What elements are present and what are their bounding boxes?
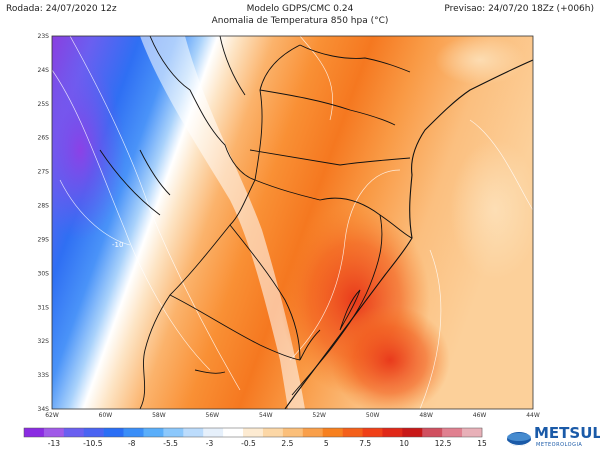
longitude-label: 48W: [419, 412, 433, 419]
colorbar-value-label: 7.5: [359, 439, 371, 448]
colorbar-swatch: [302, 428, 323, 437]
longitude-labels: 62W 60W 58W 56W 54W 52W 50W 48W 46W 44W: [45, 412, 540, 419]
latitude-label: 25S: [38, 101, 50, 108]
cold-core: [52, 60, 125, 240]
latitude-label: 31S: [38, 304, 50, 311]
warm-core-south: [330, 305, 450, 409]
colorbar-swatch: [462, 428, 483, 437]
colorbar-swatch: [382, 428, 403, 437]
colorbar-value-label: 10: [399, 439, 409, 448]
pale-region-east: [450, 140, 533, 280]
latitude-label: 30S: [38, 270, 50, 277]
colorbar-swatch: [262, 428, 284, 437]
colorbar-value-label: -13: [48, 439, 60, 448]
colorbar-swatch: [322, 428, 343, 437]
zero-anomaly-band: [140, 36, 305, 409]
colorbar-swatch: [223, 428, 244, 437]
logo-tagline: METEOROLOGIA: [536, 442, 583, 448]
colorbar-frame: [23, 427, 483, 438]
latitude-label: 32S: [38, 338, 50, 345]
colorbar-swatch: [243, 428, 264, 437]
longitude-label: 50W: [366, 412, 380, 419]
latitude-label: 26S: [38, 135, 50, 142]
pale-region-northeast: [435, 36, 525, 85]
colorbar-swatch: [63, 428, 85, 437]
colorbar-swatch: [163, 428, 184, 437]
colorbar-swatch: [103, 428, 124, 437]
latitude-label: 27S: [38, 169, 50, 176]
colorbar: [23, 427, 483, 438]
colorbar-swatch: [342, 428, 363, 437]
latitude-labels: 23S 24S 25S 26S 27S 28S 29S 30S 31S 32S 33S 34S: [38, 33, 50, 413]
longitude-label: 62W: [45, 412, 59, 419]
longitude-label: 56W: [206, 412, 220, 419]
latitude-label: 28S: [38, 203, 50, 210]
colorbar-value-label: 12.5: [435, 439, 452, 448]
forecast-time-label: Previsao: 24/07/20 18Zz (+006h): [444, 4, 594, 14]
colorbar-swatch: [362, 428, 383, 437]
colorbar-swatch: [123, 428, 144, 437]
colorbar-swatch: [43, 428, 65, 437]
colorbar-value-label: -3: [206, 439, 214, 448]
contour-lines: [52, 36, 533, 409]
map-title: Anomalia de Temperatura 850 hpa (°C): [211, 16, 389, 26]
colorbar-swatch: [402, 428, 423, 437]
colorbar-swatch: [24, 428, 45, 437]
colorbar-value-label: -0.5: [241, 439, 256, 448]
colorbar-swatch: [422, 428, 443, 437]
model-label: Modelo GDPS/CMC 0.24: [246, 4, 354, 14]
colorbar-swatch: [83, 428, 104, 437]
colorbar-swatch: [183, 428, 204, 437]
colorbar-value-label: 15: [477, 439, 487, 448]
colorbar-value-label: 2.5: [281, 439, 293, 448]
map-frame: [51, 35, 534, 410]
metsul-logo-icon: [506, 432, 532, 446]
colorbar-labels: -13 -10.5 -8 -5.5 -3 -0.5 2.5 5 7.5 10 12.5 15: [48, 439, 487, 448]
run-time-label: Rodada: 24/07/2020 12z: [6, 4, 117, 14]
latitude-label: 33S: [38, 372, 50, 379]
latitude-label: 29S: [38, 236, 50, 243]
longitude-label: 58W: [152, 412, 166, 419]
colorbar-swatch: [143, 428, 164, 437]
latitude-label: 24S: [38, 67, 50, 74]
latitude-label: 23S: [38, 33, 50, 40]
logo-name: METSUL: [534, 424, 600, 442]
longitude-label: 44W: [526, 412, 540, 419]
colorbar-swatch: [203, 428, 224, 437]
contour-value-label: -10: [112, 241, 123, 249]
colorbar-value-label: -10.5: [83, 439, 103, 448]
colorbar-swatch: [442, 428, 463, 437]
colorbar-value-label: -8: [128, 439, 136, 448]
latitude-label: 34S: [38, 406, 50, 413]
colorbar-value-label: 5: [324, 439, 329, 448]
longitude-label: 54W: [259, 412, 273, 419]
colorbar-swatch: [282, 428, 304, 437]
longitude-label: 52W: [312, 412, 326, 419]
longitude-label: 60W: [99, 412, 113, 419]
longitude-label: 46W: [473, 412, 487, 419]
political-borders: [99, 36, 533, 409]
colorbar-value-label: -5.5: [163, 439, 178, 448]
